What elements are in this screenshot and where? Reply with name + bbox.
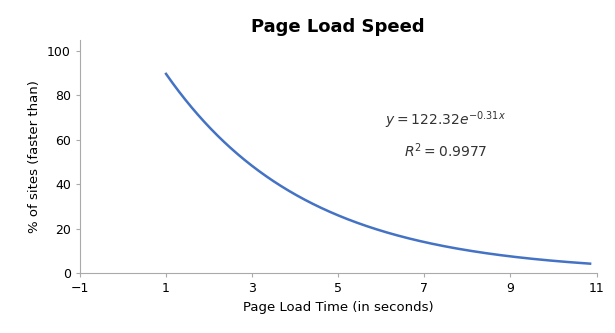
Text: $R^2 = 0.9977$: $R^2 = 0.9977$ xyxy=(404,142,488,160)
Text: $y = 122.32e^{-0.31x}$: $y = 122.32e^{-0.31x}$ xyxy=(386,109,506,131)
Y-axis label: % of sites (faster than): % of sites (faster than) xyxy=(28,80,41,233)
Title: Page Load Speed: Page Load Speed xyxy=(252,18,425,36)
X-axis label: Page Load Time (in seconds): Page Load Time (in seconds) xyxy=(243,301,434,314)
